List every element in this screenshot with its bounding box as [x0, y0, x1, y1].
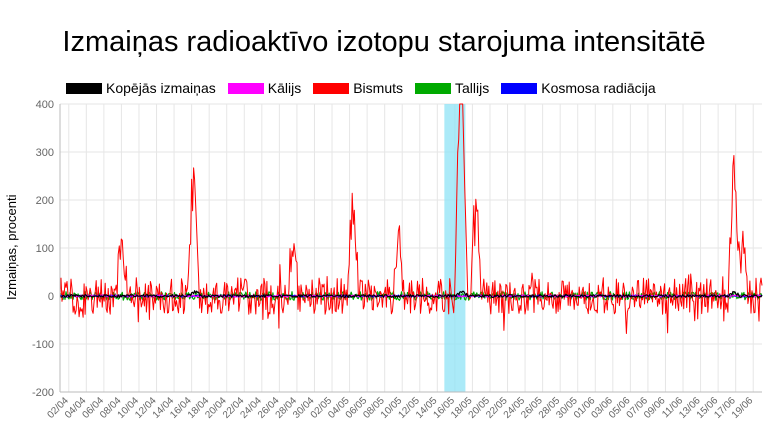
- legend-swatch: [501, 82, 538, 94]
- legend-item[interactable]: Kopējās izmaiņas: [66, 80, 216, 96]
- chart-legend: Kopējās izmaiņas Kālijs Bismuts Tallijs …: [66, 76, 668, 100]
- chart-title: Izmaiņas radioaktīvo izotopu starojuma i…: [62, 26, 706, 58]
- legend-label: Tallijs: [455, 80, 490, 96]
- legend-swatch: [415, 82, 451, 94]
- y-tick-label: -100: [32, 339, 54, 351]
- legend-swatch: [313, 82, 350, 94]
- legend-item[interactable]: Tallijs: [415, 80, 489, 96]
- y-tick-label: 400: [36, 99, 54, 111]
- legend-label: Bismuts: [353, 80, 403, 96]
- highlight-band: [444, 104, 466, 392]
- legend-swatch: [66, 82, 102, 94]
- y-tick-label: 0: [48, 291, 54, 303]
- y-tick-label: -200: [32, 387, 54, 399]
- legend-label: Kālijs: [267, 80, 302, 96]
- legend-item[interactable]: Kālijs: [227, 80, 302, 96]
- legend-swatch: [227, 82, 264, 94]
- y-tick-label: 200: [36, 195, 54, 207]
- legend-item[interactable]: Bismuts: [313, 80, 403, 96]
- series-line: [59, 290, 763, 298]
- legend-label: Kopējās izmaiņas: [106, 80, 216, 96]
- y-tick-label: 300: [36, 147, 54, 159]
- legend-label: Kosmosa radiācija: [541, 80, 656, 96]
- x-tick-label: 19/06: [730, 395, 756, 421]
- legend-item[interactable]: Kosmosa radiācija: [501, 80, 656, 96]
- series-line: [59, 103, 763, 334]
- y-tick-label: 100: [36, 243, 54, 255]
